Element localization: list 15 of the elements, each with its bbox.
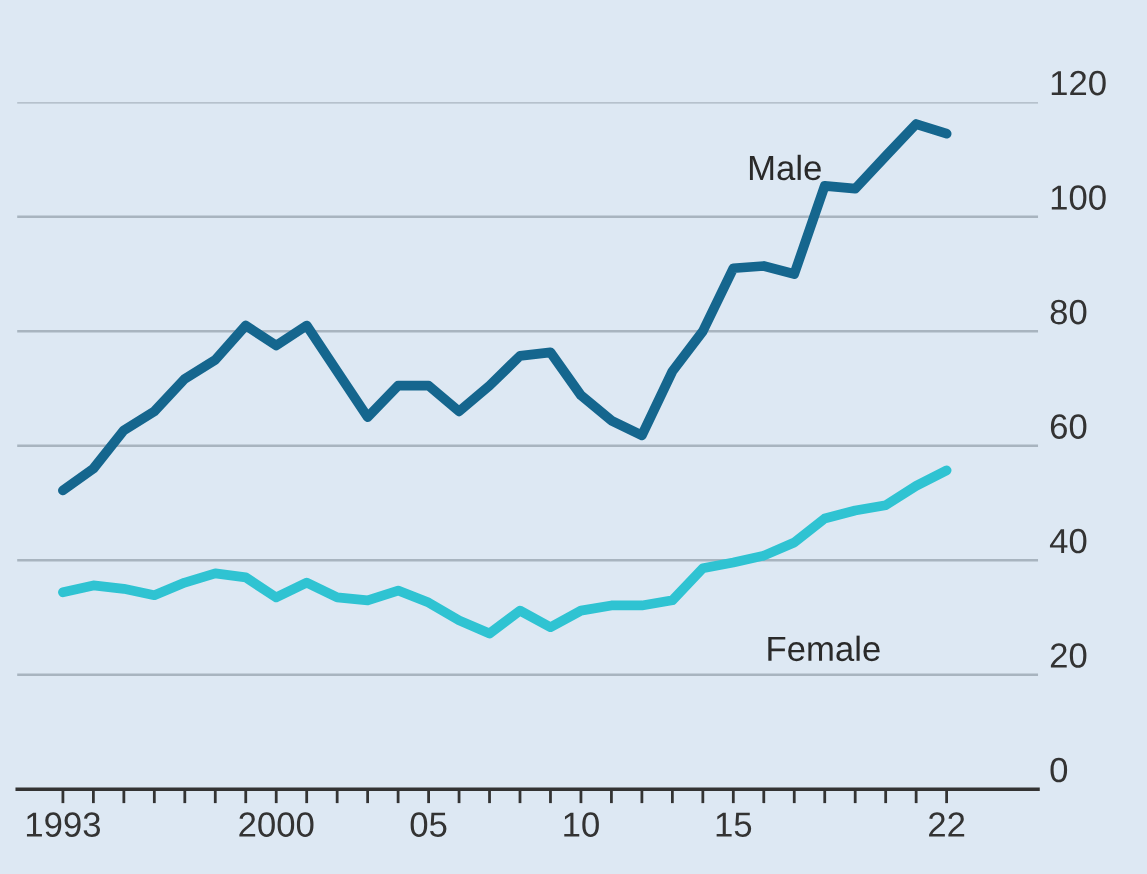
y-tick-label: 20 xyxy=(1050,643,1087,668)
annotation: Female xyxy=(768,635,880,662)
x-tick-label: 2000 xyxy=(239,812,314,837)
y-tick-label: 0 xyxy=(1050,757,1068,783)
y-tick-label: 80 xyxy=(1050,299,1087,325)
y-tick-label: 40 xyxy=(1049,528,1087,554)
y-tick-label: 120 xyxy=(1051,70,1106,96)
y-tick-label: 100 xyxy=(1051,185,1106,210)
x-tick-label: 1993 xyxy=(26,812,101,837)
x-tick-label: 22 xyxy=(929,812,965,837)
annotation: Male xyxy=(749,154,821,181)
x-tick-label: 10 xyxy=(564,812,599,837)
x-tick-label: 15 xyxy=(716,812,752,837)
y-tick-label: 60 xyxy=(1050,414,1087,439)
x-tick-label: 05 xyxy=(410,812,447,837)
